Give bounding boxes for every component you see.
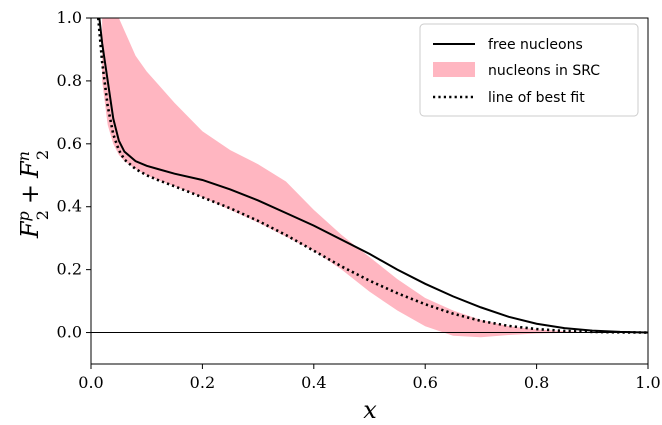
src-band <box>102 18 648 338</box>
y-tick-label: 0.8 <box>57 71 82 90</box>
x-axis-label: x <box>363 396 377 424</box>
x-tick-label: 0.0 <box>78 373 103 392</box>
plot-area <box>91 18 648 338</box>
x-tick-label: 0.8 <box>524 373 549 392</box>
y-label-sub-2a: 2 <box>33 210 52 220</box>
x-tick-label: 0.4 <box>301 373 326 392</box>
free-nucleons-line <box>98 18 648 334</box>
y-label-plus: + <box>16 184 44 204</box>
x-tick-label: 0.2 <box>190 373 215 392</box>
y-tick-label: 0.6 <box>57 134 82 153</box>
best-fit-line <box>96 18 648 334</box>
y-tick-label: 1.0 <box>57 8 82 27</box>
legend-label-line-of-best-fit: line of best fit <box>488 90 585 106</box>
legend: free nucleons nucleons in SRC line of be… <box>419 23 639 117</box>
x-axis-ticks: 0.0 0.2 0.4 0.6 0.8 1.0 <box>78 364 661 392</box>
x-tick-label: 1.0 <box>635 373 660 392</box>
y-label-sub-2b: 2 <box>33 150 52 160</box>
y-label-f1: F <box>16 220 44 239</box>
y-axis-ticks: 0.0 0.2 0.4 0.6 0.8 1.0 <box>57 8 91 342</box>
y-tick-label: 0.2 <box>57 260 82 279</box>
y-axis-label: Fp2+Fn2 <box>14 150 52 239</box>
y-label-sup-p: p <box>14 211 33 221</box>
y-tick-label: 0.4 <box>57 197 82 216</box>
x-tick-label: 0.6 <box>412 373 437 392</box>
legend-box <box>419 23 639 117</box>
y-label-f2: F <box>16 160 44 179</box>
y-tick-label: 0.0 <box>57 323 82 342</box>
axes-frame <box>90 17 649 365</box>
y-label-sup-n: n <box>14 151 33 161</box>
legend-label-nucleons-in-src: nucleons in SRC <box>488 63 600 79</box>
legend-label-free-nucleons: free nucleons <box>488 37 583 53</box>
legend-swatch-nucleons-in-src <box>433 62 475 77</box>
svg-text:Fp2+Fn2: Fp2+Fn2 <box>14 150 52 239</box>
